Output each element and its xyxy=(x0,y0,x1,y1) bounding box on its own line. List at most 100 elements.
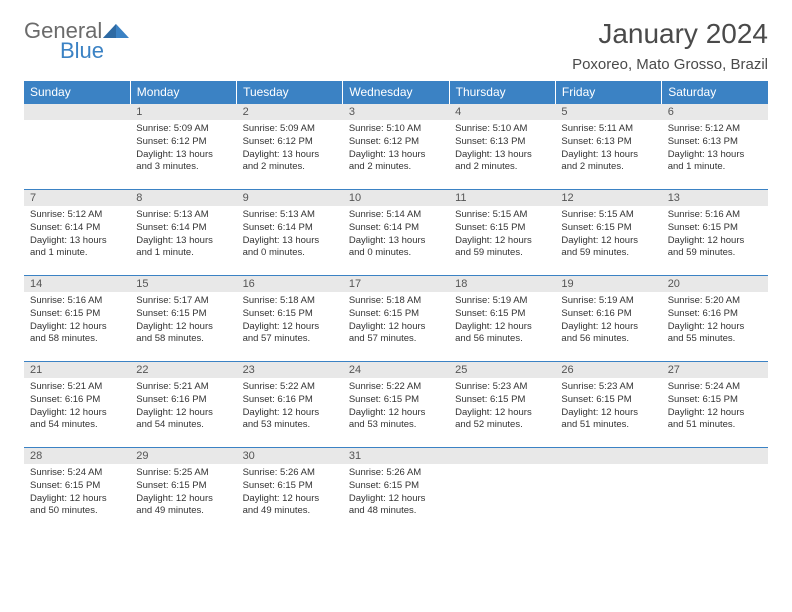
sunrise-text: Sunrise: 5:10 AM xyxy=(455,123,549,136)
header: General Blue January 2024 Poxoreo, Mato … xyxy=(24,18,768,73)
sunrise-text: Sunrise: 5:15 AM xyxy=(455,209,549,222)
sunrise-text: Sunrise: 5:09 AM xyxy=(136,123,230,136)
sunset-text: Sunset: 6:15 PM xyxy=(349,480,443,493)
sunset-text: Sunset: 6:12 PM xyxy=(243,136,337,149)
calendar-day-cell: 11Sunrise: 5:15 AMSunset: 6:15 PMDayligh… xyxy=(449,190,555,276)
sunrise-text: Sunrise: 5:14 AM xyxy=(349,209,443,222)
sunset-text: Sunset: 6:15 PM xyxy=(30,308,124,321)
day-number: 3 xyxy=(343,104,449,120)
sunrise-text: Sunrise: 5:21 AM xyxy=(30,381,124,394)
calendar-day-cell: 13Sunrise: 5:16 AMSunset: 6:15 PMDayligh… xyxy=(662,190,768,276)
dow-header: Thursday xyxy=(449,81,555,104)
calendar-day-cell: 7Sunrise: 5:12 AMSunset: 6:14 PMDaylight… xyxy=(24,190,130,276)
day-number: 21 xyxy=(24,362,130,378)
sunrise-text: Sunrise: 5:13 AM xyxy=(136,209,230,222)
sunrise-text: Sunrise: 5:26 AM xyxy=(243,467,337,480)
sunrise-text: Sunrise: 5:23 AM xyxy=(561,381,655,394)
daylight-text: Daylight: 12 hours and 57 minutes. xyxy=(243,321,337,347)
day-details: Sunrise: 5:18 AMSunset: 6:15 PMDaylight:… xyxy=(343,292,449,349)
sunset-text: Sunset: 6:15 PM xyxy=(561,222,655,235)
sunset-text: Sunset: 6:16 PM xyxy=(668,308,762,321)
sunrise-text: Sunrise: 5:24 AM xyxy=(30,467,124,480)
day-number: 26 xyxy=(555,362,661,378)
day-number: 17 xyxy=(343,276,449,292)
sunrise-text: Sunrise: 5:16 AM xyxy=(668,209,762,222)
calendar-day-cell: 31Sunrise: 5:26 AMSunset: 6:15 PMDayligh… xyxy=(343,448,449,534)
daylight-text: Daylight: 12 hours and 54 minutes. xyxy=(136,407,230,433)
daylight-text: Daylight: 13 hours and 2 minutes. xyxy=(561,149,655,175)
day-number: 24 xyxy=(343,362,449,378)
day-details: Sunrise: 5:12 AMSunset: 6:14 PMDaylight:… xyxy=(24,206,130,263)
day-number: 5 xyxy=(555,104,661,120)
daylight-text: Daylight: 13 hours and 0 minutes. xyxy=(349,235,443,261)
calendar-day-cell: 19Sunrise: 5:19 AMSunset: 6:16 PMDayligh… xyxy=(555,276,661,362)
day-number xyxy=(449,448,555,464)
day-details: Sunrise: 5:15 AMSunset: 6:15 PMDaylight:… xyxy=(555,206,661,263)
daylight-text: Daylight: 13 hours and 1 minute. xyxy=(30,235,124,261)
day-number: 18 xyxy=(449,276,555,292)
calendar-day-cell: 2Sunrise: 5:09 AMSunset: 6:12 PMDaylight… xyxy=(237,104,343,190)
sunrise-text: Sunrise: 5:11 AM xyxy=(561,123,655,136)
calendar-day-cell xyxy=(555,448,661,534)
sunset-text: Sunset: 6:16 PM xyxy=(136,394,230,407)
calendar-day-cell: 18Sunrise: 5:19 AMSunset: 6:15 PMDayligh… xyxy=(449,276,555,362)
sunset-text: Sunset: 6:14 PM xyxy=(136,222,230,235)
daylight-text: Daylight: 12 hours and 52 minutes. xyxy=(455,407,549,433)
calendar-day-cell: 29Sunrise: 5:25 AMSunset: 6:15 PMDayligh… xyxy=(130,448,236,534)
daylight-text: Daylight: 12 hours and 50 minutes. xyxy=(30,493,124,519)
day-number: 19 xyxy=(555,276,661,292)
sunrise-text: Sunrise: 5:19 AM xyxy=(455,295,549,308)
sunrise-text: Sunrise: 5:10 AM xyxy=(349,123,443,136)
calendar-week-row: 7Sunrise: 5:12 AMSunset: 6:14 PMDaylight… xyxy=(24,190,768,276)
day-number: 13 xyxy=(662,190,768,206)
sunset-text: Sunset: 6:15 PM xyxy=(561,394,655,407)
day-details: Sunrise: 5:25 AMSunset: 6:15 PMDaylight:… xyxy=(130,464,236,521)
day-number: 10 xyxy=(343,190,449,206)
calendar-day-cell: 26Sunrise: 5:23 AMSunset: 6:15 PMDayligh… xyxy=(555,362,661,448)
dow-header: Tuesday xyxy=(237,81,343,104)
location-label: Poxoreo, Mato Grosso, Brazil xyxy=(572,56,768,73)
daylight-text: Daylight: 12 hours and 59 minutes. xyxy=(561,235,655,261)
sunrise-text: Sunrise: 5:12 AM xyxy=(668,123,762,136)
daylight-text: Daylight: 12 hours and 53 minutes. xyxy=(243,407,337,433)
dow-header: Sunday xyxy=(24,81,130,104)
calendar-day-cell: 24Sunrise: 5:22 AMSunset: 6:15 PMDayligh… xyxy=(343,362,449,448)
sunset-text: Sunset: 6:15 PM xyxy=(349,394,443,407)
sunset-text: Sunset: 6:12 PM xyxy=(136,136,230,149)
day-details: Sunrise: 5:21 AMSunset: 6:16 PMDaylight:… xyxy=(130,378,236,435)
sunset-text: Sunset: 6:15 PM xyxy=(455,394,549,407)
day-details: Sunrise: 5:21 AMSunset: 6:16 PMDaylight:… xyxy=(24,378,130,435)
calendar-day-cell: 27Sunrise: 5:24 AMSunset: 6:15 PMDayligh… xyxy=(662,362,768,448)
dow-header: Saturday xyxy=(662,81,768,104)
calendar-day-cell: 28 Sunrise: 5:24 AMSunset: 6:15 PMDayligh… xyxy=(24,448,130,534)
sunset-text: Sunset: 6:14 PM xyxy=(30,222,124,235)
calendar-week-row: 1Sunrise: 5:09 AMSunset: 6:12 PMDaylight… xyxy=(24,104,768,190)
day-number: 16 xyxy=(237,276,343,292)
day-number: 28 xyxy=(24,448,130,464)
day-number: 25 xyxy=(449,362,555,378)
calendar-day-cell: 1Sunrise: 5:09 AMSunset: 6:12 PMDaylight… xyxy=(130,104,236,190)
day-number xyxy=(662,448,768,464)
sunrise-text: Sunrise: 5:17 AM xyxy=(136,295,230,308)
sunrise-text: Sunrise: 5:16 AM xyxy=(30,295,124,308)
sunset-text: Sunset: 6:15 PM xyxy=(30,480,124,493)
calendar-day-cell: 16Sunrise: 5:18 AMSunset: 6:15 PMDayligh… xyxy=(237,276,343,362)
daylight-text: Daylight: 12 hours and 54 minutes. xyxy=(30,407,124,433)
calendar-day-cell: 23Sunrise: 5:22 AMSunset: 6:16 PMDayligh… xyxy=(237,362,343,448)
day-number: 8 xyxy=(130,190,236,206)
day-details: Sunrise: 5:11 AMSunset: 6:13 PMDaylight:… xyxy=(555,120,661,177)
calendar-day-cell: 30Sunrise: 5:26 AMSunset: 6:15 PMDayligh… xyxy=(237,448,343,534)
sunrise-text: Sunrise: 5:22 AM xyxy=(243,381,337,394)
calendar-day-cell: 3Sunrise: 5:10 AMSunset: 6:12 PMDaylight… xyxy=(343,104,449,190)
sunset-text: Sunset: 6:13 PM xyxy=(561,136,655,149)
daylight-text: Daylight: 12 hours and 53 minutes. xyxy=(349,407,443,433)
dow-header: Friday xyxy=(555,81,661,104)
daylight-text: Daylight: 12 hours and 49 minutes. xyxy=(243,493,337,519)
calendar-header-row: Sunday Monday Tuesday Wednesday Thursday… xyxy=(24,81,768,104)
sunset-text: Sunset: 6:16 PM xyxy=(243,394,337,407)
calendar-day-cell: 9Sunrise: 5:13 AMSunset: 6:14 PMDaylight… xyxy=(237,190,343,276)
day-number: 11 xyxy=(449,190,555,206)
sunrise-text: Sunrise: 5:13 AM xyxy=(243,209,337,222)
sunrise-text: Sunrise: 5:12 AM xyxy=(30,209,124,222)
day-number: 6 xyxy=(662,104,768,120)
